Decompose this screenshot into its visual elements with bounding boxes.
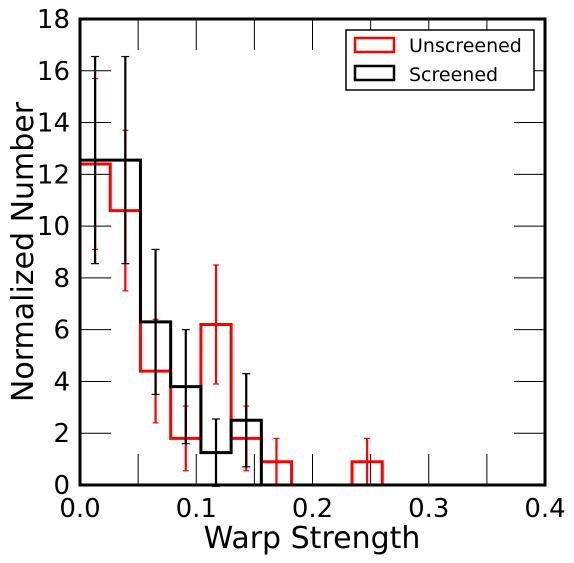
- x-tick-label: 0.1: [176, 494, 217, 524]
- y-tick-label: 18: [37, 5, 70, 35]
- legend-label-screened: Screened: [409, 64, 498, 86]
- y-tick-label: 16: [37, 57, 70, 87]
- y-tick-label: 14: [37, 109, 70, 139]
- y-axis-title: Normalized Number: [6, 101, 41, 402]
- y-tick-label: 10: [37, 212, 70, 242]
- y-tick-label: 2: [53, 419, 70, 449]
- x-tick-label: 0.2: [292, 494, 333, 524]
- x-axis-title: Warp Strength: [204, 521, 421, 556]
- y-tick-label: 8: [53, 264, 70, 294]
- y-tick-label: 0: [53, 471, 70, 501]
- x-tick-label: 0.4: [524, 494, 565, 524]
- legend: Unscreened Screened: [346, 30, 534, 90]
- x-tick-label: 0.3: [408, 494, 449, 524]
- y-tick-label: 12: [37, 160, 70, 190]
- legend-label-unscreened: Unscreened: [409, 35, 522, 57]
- y-tick-label: 4: [53, 367, 70, 397]
- chart-marks: [80, 57, 382, 487]
- y-tick-label: 6: [53, 316, 70, 346]
